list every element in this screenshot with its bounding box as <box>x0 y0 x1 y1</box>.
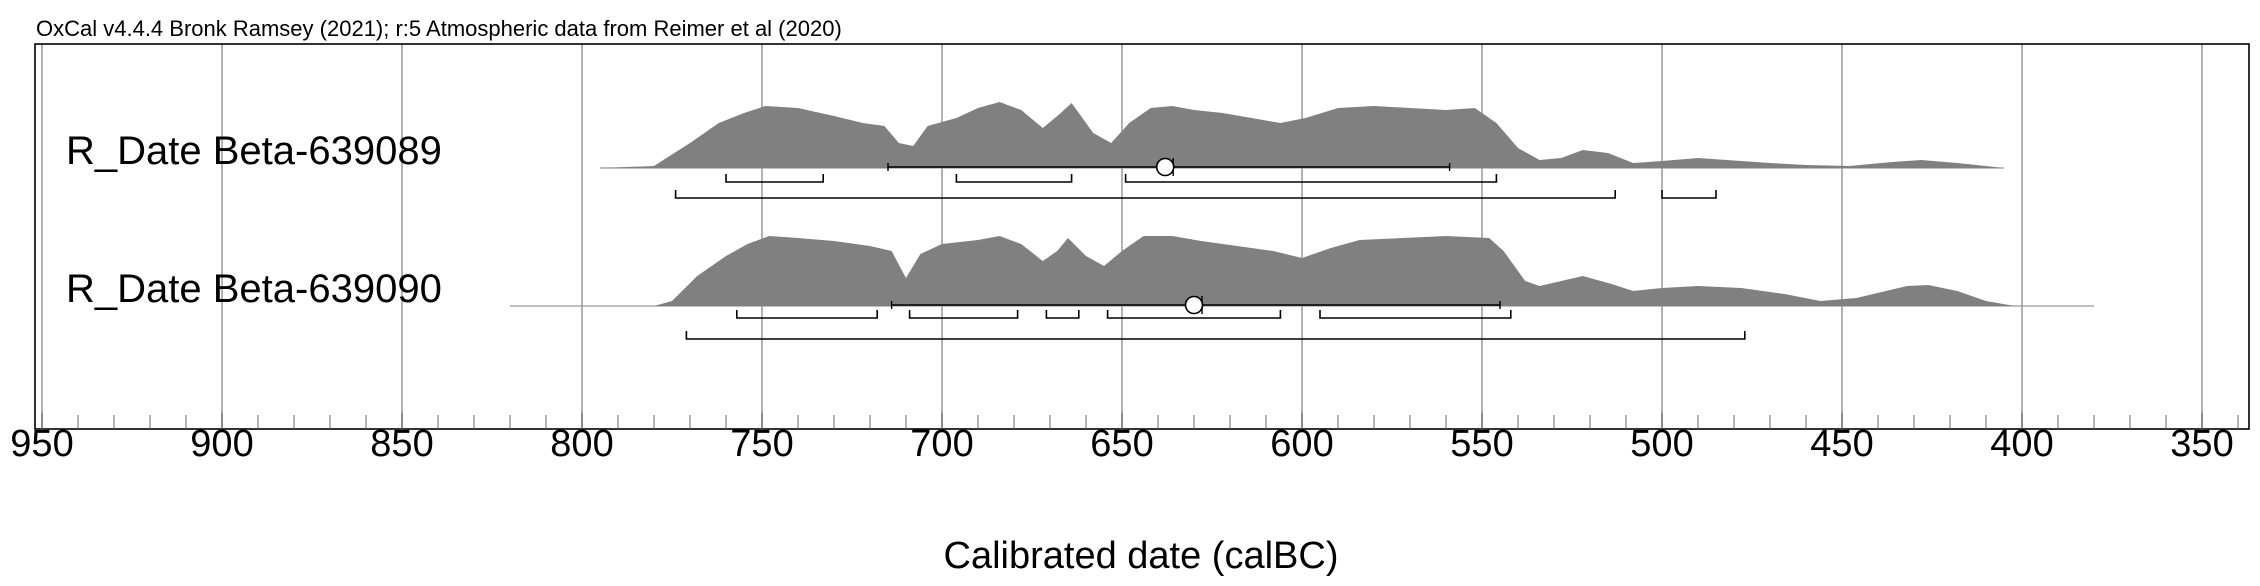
tick-label-650: 650 <box>1090 423 1153 465</box>
tick-label-350: 350 <box>2170 423 2233 465</box>
range-68-1-3 <box>1124 174 1498 183</box>
mean-marker-1 <box>1155 157 1175 177</box>
tick-label-950: 950 <box>10 423 73 465</box>
distribution-area-1 <box>600 102 2004 168</box>
tick-label-700: 700 <box>910 423 973 465</box>
tick-label-900: 900 <box>190 423 253 465</box>
distribution-area-2 <box>510 236 2094 306</box>
series-label-1: R_Date Beta-639089 <box>66 129 442 173</box>
range-68-1-1 <box>725 174 824 183</box>
tick-label-600: 600 <box>1270 423 1333 465</box>
tick-label-400: 400 <box>1990 423 2053 465</box>
range-68-1-2 <box>955 174 1073 183</box>
range-68-2-1 <box>736 310 878 319</box>
series-label-2: R_Date Beta-639090 <box>66 267 442 311</box>
range-68-2-5 <box>1319 310 1512 319</box>
x-axis-label: Calibrated date (calBC) <box>944 535 1339 577</box>
tick-label-750: 750 <box>730 423 793 465</box>
distribution-group-1 <box>600 102 2004 199</box>
plot-frame <box>34 43 2250 430</box>
range-68-2-2 <box>908 310 1019 319</box>
range-95-1-1 <box>674 190 1616 199</box>
series-labels: R_Date Beta-639089 R_Date Beta-639090 <box>66 129 442 311</box>
oxcal-header: OxCal v4.4.4 Bronk Ramsey (2021); r:5 At… <box>36 16 842 41</box>
distribution-group-2 <box>510 236 2094 340</box>
x-axis-tick-labels: 950 900 850 800 750 700 650 600 550 500 450 400 350 <box>10 423 2233 465</box>
gridlines <box>41 44 2203 429</box>
range-95-2-1 <box>685 331 1746 340</box>
range-68-2-4 <box>1106 310 1282 319</box>
tick-label-450: 450 <box>1810 423 1873 465</box>
x-axis-ticks <box>41 413 2239 429</box>
range-95-1-2 <box>1661 190 1717 199</box>
range-68-2-3 <box>1045 310 1080 319</box>
tick-label-500: 500 <box>1630 423 1693 465</box>
tick-label-850: 850 <box>370 423 433 465</box>
tick-label-550: 550 <box>1450 423 1513 465</box>
tick-label-800: 800 <box>550 423 613 465</box>
mean-marker-2 <box>1184 295 1204 315</box>
probability-distributions <box>510 102 2094 340</box>
